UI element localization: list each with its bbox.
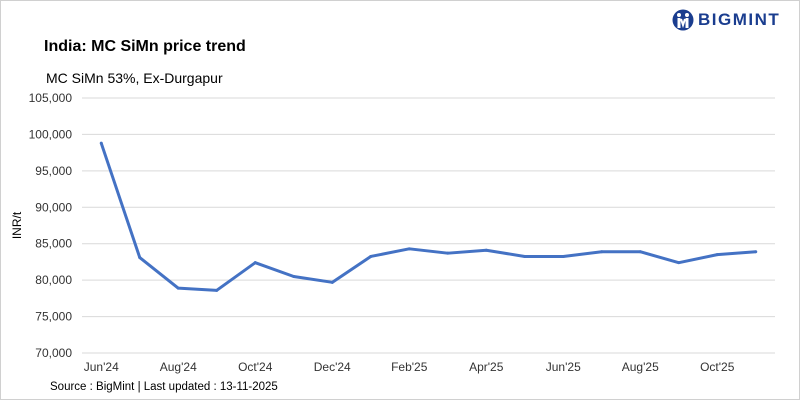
data-point [253, 261, 257, 265]
data-point [99, 141, 103, 145]
y-tick-label: 90,000 [35, 200, 72, 214]
y-tick-label: 80,000 [35, 273, 72, 287]
data-point [600, 250, 604, 254]
x-tick-label: Apr'25 [469, 360, 504, 374]
chart-subtitle: MC SiMn 53%, Ex-Durgapur [46, 70, 223, 86]
data-point [677, 261, 681, 265]
series-line [99, 142, 756, 292]
y-tick-label: 100,000 [29, 127, 73, 141]
data-point [369, 254, 373, 258]
data-point [215, 288, 219, 292]
data-point [715, 253, 719, 257]
data-point [561, 254, 565, 258]
x-tick-label: Dec'24 [314, 360, 351, 374]
x-tick-label: Feb'25 [391, 360, 428, 374]
x-tick-label: Aug'25 [622, 360, 659, 374]
bigmint-logo-icon [672, 9, 694, 31]
data-point [330, 280, 334, 284]
y-tick-label: 85,000 [35, 237, 72, 251]
chart-title: India: MC SiMn price trend [44, 38, 246, 55]
y-tick-label: 105,000 [29, 91, 73, 105]
x-tick-label: Jun'24 [84, 360, 119, 374]
data-point [407, 247, 411, 251]
data-point [638, 250, 642, 254]
data-point [176, 286, 180, 290]
y-axis-label: INR/t [10, 211, 24, 239]
data-point [138, 256, 142, 260]
brand-logo: BIGMINT [672, 9, 780, 31]
y-tick-label: 95,000 [35, 164, 72, 178]
data-point [523, 254, 527, 258]
x-tick-label: Aug'24 [160, 360, 197, 374]
source-note: Source : BigMint | Last updated : 13-11-… [50, 381, 278, 393]
x-tick-label: Oct'24 [238, 360, 273, 374]
y-tick-label: 70,000 [35, 346, 72, 360]
data-point [484, 248, 488, 252]
x-tick-label: Oct'25 [700, 360, 735, 374]
x-tick-label: Jun'25 [546, 360, 581, 374]
brand-name: BIGMINT [698, 10, 781, 29]
data-point [292, 275, 296, 278]
data-point [754, 250, 758, 254]
data-point [446, 251, 450, 255]
y-tick-label: 75,000 [35, 310, 72, 324]
